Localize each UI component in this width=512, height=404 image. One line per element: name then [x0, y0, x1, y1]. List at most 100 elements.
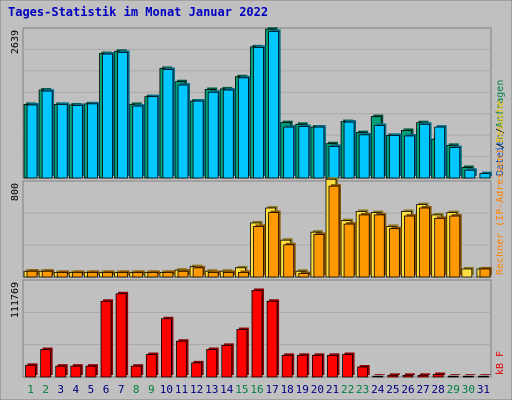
x-tick-label-day-25: 25 — [386, 383, 399, 396]
bar-rechner-day-7 — [117, 271, 129, 278]
bar-rechner-day-5 — [87, 271, 98, 278]
bar-kb-f-day-2 — [40, 349, 52, 378]
series-label-part: Anfragen — [495, 80, 506, 128]
bar-dateien-day-31 — [479, 173, 491, 179]
panel-2-series-label: Rechner (IP-Adressen)/Besuche — [495, 100, 506, 275]
x-tick-label-day-13: 13 — [205, 383, 218, 396]
bar-dateien-day-22 — [343, 121, 355, 179]
bar-dateien-day-6 — [102, 53, 113, 179]
bar-shadow — [389, 373, 400, 375]
x-tick-label-day-15: 15 — [235, 383, 248, 396]
bar-rechner-day-9 — [147, 271, 159, 278]
bar-rechner-day-17 — [268, 212, 279, 278]
bar-dateien-day-7 — [117, 52, 129, 179]
x-tick-label-day-4: 4 — [73, 383, 80, 396]
bar-dateien-day-29 — [449, 147, 461, 179]
bar-kb-f-day-18 — [281, 354, 293, 378]
series-label-part: Dateien — [495, 134, 506, 176]
bar-kb-f-day-5 — [85, 365, 97, 378]
bar-rechner-day-23 — [358, 214, 370, 278]
x-tick-label-day-30: 30 — [462, 383, 475, 396]
bar-kb-f-day-14 — [221, 344, 233, 378]
bar-rechner-day-6 — [102, 271, 113, 278]
bar-rechner-day-27 — [419, 207, 430, 278]
bar-shadow — [435, 372, 446, 375]
bar-kb-f-day-11 — [176, 340, 187, 378]
bar-kb-f-day-24 — [372, 375, 384, 378]
bar-dateien-day-14 — [222, 89, 234, 179]
bar-kb-f-day-9 — [145, 354, 157, 378]
bar-dateien-day-27 — [419, 123, 430, 179]
bar-dateien-day-26 — [404, 135, 415, 179]
bar-dateien-day-8 — [132, 105, 144, 179]
bar-rechner-day-26 — [404, 215, 415, 278]
x-tick-label-day-14: 14 — [220, 383, 234, 396]
bar-dateien-day-25 — [388, 135, 400, 179]
bar-dateien-day-11 — [177, 84, 189, 179]
bar-dateien-day-20 — [313, 126, 325, 179]
bar-rechner-day-31 — [479, 268, 491, 278]
bar-kb-f-day-7 — [115, 293, 127, 378]
bar-kb-f-day-20 — [311, 354, 323, 378]
bar-kb-f-day-31 — [478, 375, 489, 378]
x-tick-label-day-22: 22 — [341, 383, 354, 396]
bar-rechner-day-2 — [41, 270, 53, 278]
bar-dateien-day-28 — [434, 126, 446, 179]
bar-rechner-day-14 — [222, 271, 234, 278]
x-tick-label-day-21: 21 — [326, 383, 339, 396]
bar-rechner-day-12 — [192, 267, 204, 278]
bar-kb-f-day-4 — [70, 365, 82, 378]
bar-rechner-day-22 — [343, 223, 355, 278]
bar-rechner-day-19 — [298, 273, 310, 278]
bar-rechner-day-1 — [26, 270, 38, 278]
bar-dateien-day-16 — [253, 47, 264, 179]
x-tick-label-day-3: 3 — [57, 383, 64, 396]
x-tick-label-day-26: 26 — [401, 383, 414, 396]
bar-dateien-day-15 — [238, 77, 249, 179]
bar-kb-f-day-28 — [432, 374, 444, 378]
bar-kb-f-day-23 — [357, 366, 369, 378]
bar-dateien-day-3 — [56, 104, 68, 179]
bar-shadow — [465, 374, 476, 375]
bar-kb-f-day-27 — [417, 374, 429, 378]
series-label-part: / — [495, 143, 506, 149]
bar-rechner-day-29 — [449, 215, 461, 278]
x-tick-label-day-29: 29 — [447, 383, 460, 396]
x-tick-label-day-17: 17 — [265, 383, 278, 396]
x-tick-label-day-18: 18 — [281, 383, 294, 396]
bar-rechner-day-20 — [313, 234, 325, 278]
bar-shadow — [450, 374, 461, 375]
x-tick-label-day-7: 7 — [118, 383, 125, 396]
bar-rechner-day-25 — [388, 228, 400, 278]
bar-kb-f-day-19 — [296, 354, 308, 378]
bar-kb-f-day-26 — [402, 374, 414, 378]
bar-rechner-day-18 — [283, 244, 295, 278]
x-tick-label-day-1: 1 — [27, 383, 34, 396]
bar-dateien-day-21 — [328, 146, 340, 179]
bar-kb-f-day-8 — [130, 365, 142, 378]
bar-rechner-day-10 — [162, 271, 174, 278]
bar-dateien-day-9 — [147, 96, 159, 179]
bar-rechner-day-21 — [328, 185, 340, 278]
bar-kb-f-day-13 — [206, 349, 218, 378]
bar-rechner-day-28 — [434, 217, 446, 278]
x-tick-label-day-19: 19 — [296, 383, 309, 396]
x-tick-label-day-9: 9 — [148, 383, 155, 396]
x-tick-label-day-28: 28 — [432, 383, 445, 396]
x-tick-label-day-23: 23 — [356, 383, 369, 396]
bar-rechner-day-4 — [71, 271, 83, 278]
x-tick-label-day-8: 8 — [133, 383, 140, 396]
x-tick-label-day-10: 10 — [160, 383, 173, 396]
bar-dateien-day-13 — [207, 91, 219, 179]
series-label-part: kB F — [495, 351, 506, 375]
x-tick-label-day-6: 6 — [103, 383, 110, 396]
bar-kb-f-day-15 — [236, 329, 248, 378]
x-tick-label-day-31: 31 — [477, 383, 490, 396]
bar-dateien-day-19 — [298, 126, 310, 179]
bar-kb-f-day-17 — [266, 300, 278, 378]
panel-3-series-label: kB F — [495, 351, 506, 375]
bar-kb-f-day-22 — [342, 354, 353, 378]
bar-dateien-day-18 — [283, 126, 295, 179]
